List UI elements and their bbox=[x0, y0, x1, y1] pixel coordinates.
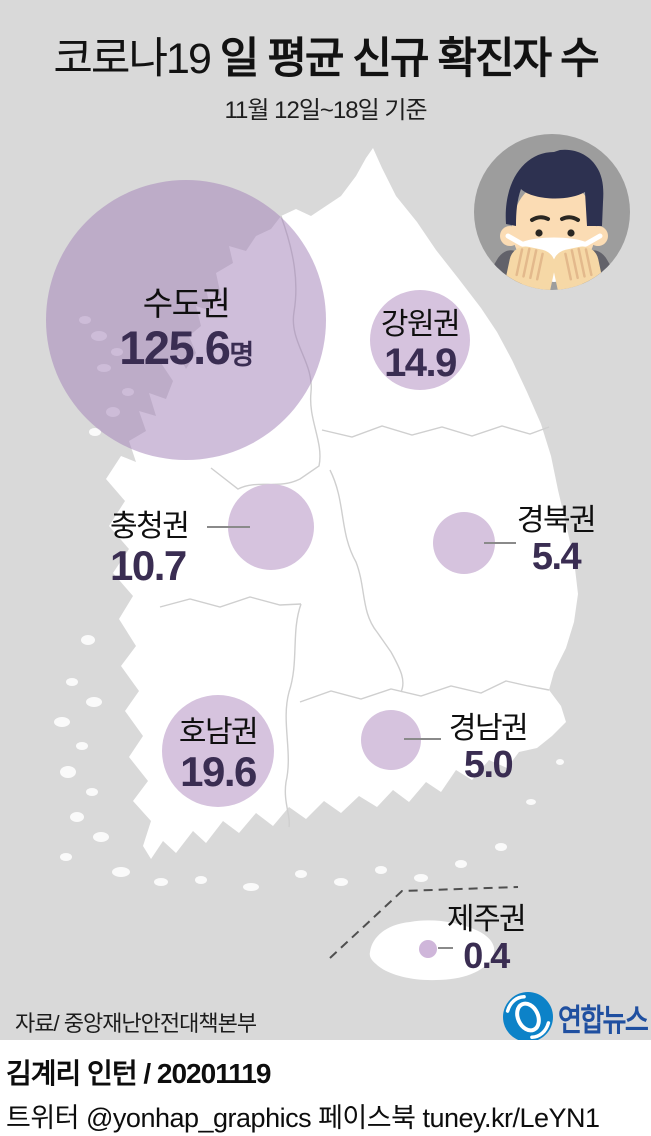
region-value: 14.9 bbox=[384, 340, 457, 385]
region-label-sudogwon: 수도권 125.6명 bbox=[119, 285, 254, 374]
mask-person-icon bbox=[474, 134, 630, 290]
connector-lines bbox=[207, 526, 516, 949]
region-label-gangwon: 강원권 14.9 bbox=[380, 308, 461, 385]
bubble-gangwon bbox=[370, 290, 470, 390]
title-main: 일 평균 신규 확진자 수 bbox=[209, 35, 600, 83]
region-name: 경북권 bbox=[516, 504, 597, 537]
bubble-jeju bbox=[419, 940, 437, 958]
page-title: 코로나19 일 평균 신규 확진자 수 bbox=[0, 24, 651, 86]
region-label-jeju: 제주권 0.4 bbox=[446, 903, 527, 976]
region-label-gyeongbuk: 경북권 5.4 bbox=[516, 504, 597, 578]
social-links: 트위터 @yonhap_graphics 페이스북 tuney.kr/LeYN1 bbox=[6, 1103, 600, 1133]
region-name: 경남권 bbox=[448, 712, 529, 745]
region-value: 125.6명 bbox=[119, 320, 254, 374]
region-name: 수도권 bbox=[142, 285, 231, 322]
region-value: 5.0 bbox=[463, 743, 514, 786]
bubble-gyeongnam bbox=[361, 710, 421, 770]
region-value: 10.7 bbox=[110, 541, 187, 589]
bubble-sudogwon bbox=[46, 180, 326, 460]
bubble-chungcheong bbox=[228, 484, 314, 570]
region-name: 호남권 bbox=[178, 716, 259, 749]
region-label-honam: 호남권 19.6 bbox=[178, 716, 259, 795]
region-name: 강원권 bbox=[380, 308, 461, 341]
subtitle: 11월 12일~18일 기준 bbox=[224, 97, 427, 124]
region-unit: 명 bbox=[229, 339, 254, 370]
region-value: 0.4 bbox=[463, 934, 510, 976]
province-borders bbox=[159, 215, 550, 828]
region-name: 충청권 bbox=[110, 510, 190, 543]
region-label-chungcheong: 충청권 10.7 bbox=[110, 510, 190, 589]
jeju-dashed-separator bbox=[329, 886, 519, 959]
yonhap-logo: 연합뉴스 bbox=[502, 991, 651, 1043]
region-value: 19.6 bbox=[180, 747, 257, 795]
byline: 김계리 인턴 / 20201119 bbox=[6, 1058, 271, 1089]
region-name: 제주권 bbox=[446, 903, 527, 936]
source-credit: 자료/ 중앙재난안전대책본부 bbox=[15, 1011, 257, 1036]
footer bbox=[0, 1040, 651, 1136]
bubble-gyeongbuk bbox=[433, 512, 495, 574]
region-label-gyeongnam: 경남권 5.0 bbox=[448, 712, 529, 786]
title-prefix: 코로나19 bbox=[53, 35, 212, 83]
yonhap-logo-text: 연합뉴스 bbox=[558, 1002, 649, 1038]
bubble-honam bbox=[162, 695, 274, 807]
yonhap-logo-icon bbox=[503, 992, 553, 1042]
region-value: 5.4 bbox=[531, 535, 582, 578]
